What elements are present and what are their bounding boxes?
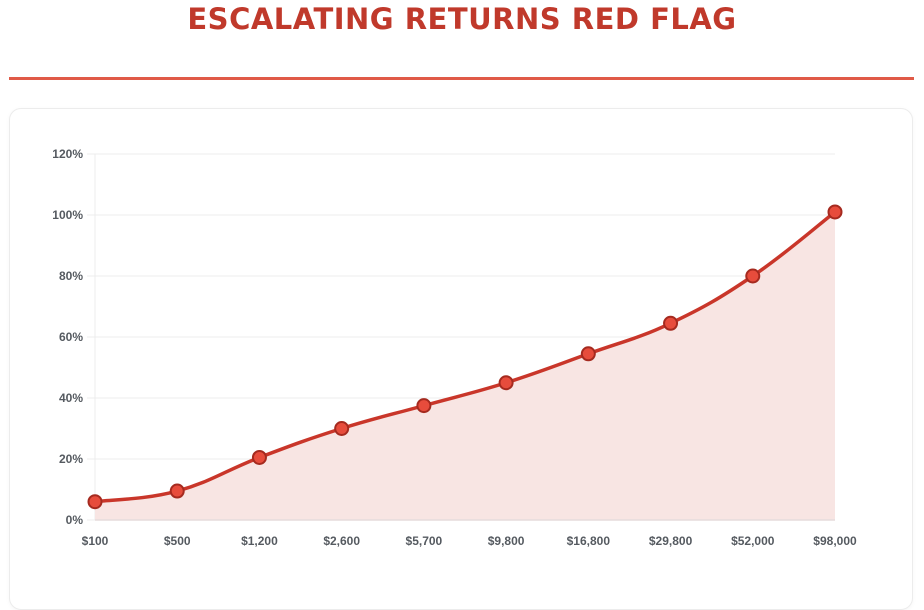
x-tick-label: $2,600 — [323, 534, 360, 548]
y-tick-label: 20% — [59, 452, 83, 466]
data-point — [827, 204, 843, 220]
data-point — [416, 398, 432, 414]
area-fill — [95, 211, 835, 520]
series-line — [93, 210, 837, 504]
x-tick-label: $1,200 — [241, 534, 278, 548]
x-tick-label: $9,800 — [488, 534, 525, 548]
y-tick-label: 80% — [59, 269, 83, 283]
y-tick-label: 0% — [66, 513, 84, 527]
data-point — [169, 483, 185, 499]
data-point — [580, 346, 596, 362]
data-point — [251, 449, 267, 465]
x-tick-label: $100 — [82, 534, 109, 548]
y-tick-label: 120% — [52, 147, 83, 161]
x-tick-label: $52,000 — [731, 534, 775, 548]
title-divider — [9, 77, 914, 80]
x-tick-label: $5,700 — [406, 534, 443, 548]
x-tick-label: $29,800 — [649, 534, 693, 548]
line-chart: 0% 20% 40% 60% 80% 100% 120% $100 $500 $1,200 $2,6… — [52, 147, 857, 548]
data-point — [663, 315, 679, 331]
x-tick-label: $16,800 — [567, 534, 611, 548]
x-tick-label: $500 — [164, 534, 191, 548]
x-tick-label: $98,000 — [813, 534, 857, 548]
data-point — [498, 375, 514, 391]
chart-title: ESCALATING RETURNS RED FLAG — [187, 2, 737, 36]
y-tick-label: 100% — [52, 208, 83, 222]
data-point — [87, 494, 103, 510]
data-point — [745, 268, 761, 284]
y-tick-label: 60% — [59, 330, 83, 344]
y-tick-label: 40% — [59, 391, 83, 405]
data-point — [334, 421, 350, 436]
